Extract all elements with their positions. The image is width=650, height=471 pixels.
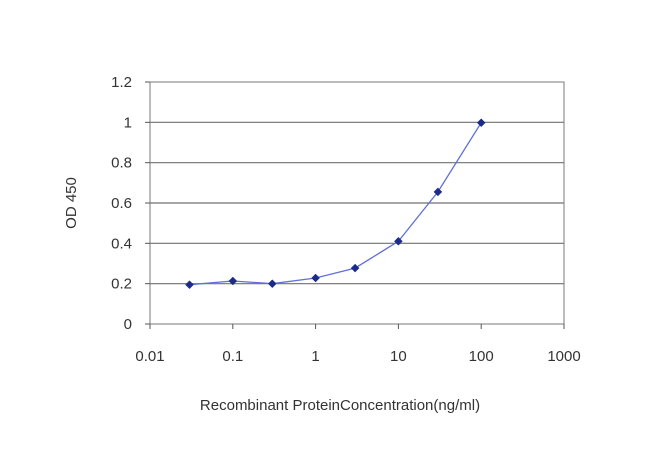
data-point: [311, 273, 320, 283]
x-tick-label: 1: [311, 348, 319, 365]
x-tick-label: 0.1: [222, 348, 243, 365]
x-axis-ticks: 0.01 0.1 1 10 100 1000: [135, 324, 581, 365]
data-point: [228, 276, 238, 286]
y-axis-ticks: 0 0.2 0.4 0.6 0.8 1 1.2: [111, 74, 150, 333]
data-point: [267, 279, 277, 289]
data-point: [433, 187, 443, 197]
y-tick-label: 1: [124, 114, 132, 131]
x-tick-label: 10: [390, 348, 407, 365]
x-axis-label: Recombinant ProteinConcentration(ng/ml): [200, 397, 480, 414]
data-point: [185, 280, 194, 290]
data-point: [476, 118, 486, 128]
x-tick-label: 0.01: [135, 348, 164, 365]
y-tick-label: 0.2: [111, 276, 132, 293]
y-tick-label: 0.8: [111, 155, 132, 172]
data-point: [350, 263, 360, 273]
gridlines: [150, 121, 564, 285]
y-axis-label: OD 450: [63, 177, 80, 229]
series-line: [189, 122, 482, 286]
y-tick-label: 0.6: [111, 195, 132, 212]
data-point: [394, 236, 403, 246]
y-tick-label: 0.4: [111, 235, 132, 252]
x-tick-label: 1000: [547, 348, 580, 365]
data-series: [185, 118, 486, 290]
y-tick-label: 0: [124, 316, 132, 333]
y-tick-label: 1.2: [111, 74, 132, 91]
x-tick-label: 100: [469, 348, 494, 365]
